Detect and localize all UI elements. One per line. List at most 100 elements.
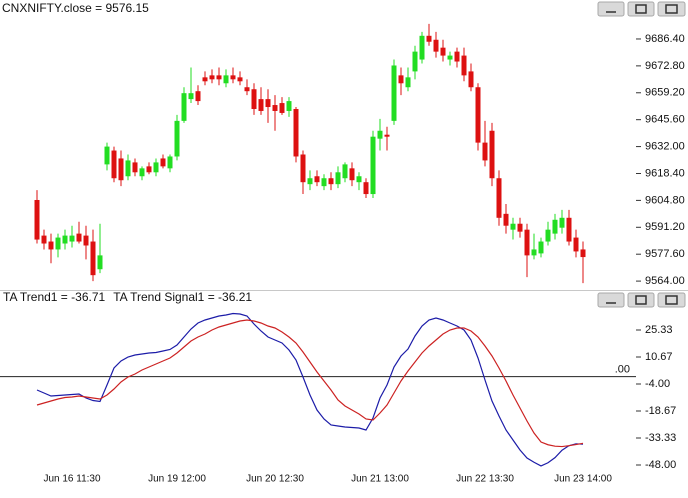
legend-entry: TA Trend1 = -36.71	[3, 290, 106, 304]
candle-body	[237, 77, 243, 82]
candle-body	[552, 219, 558, 234]
close-icon	[665, 295, 678, 305]
reference-label: .00	[615, 364, 630, 376]
candle-body	[272, 105, 278, 111]
candle-body	[524, 229, 530, 256]
minimize-button[interactable]	[597, 292, 625, 308]
candle-body	[153, 162, 159, 173]
candle-body	[377, 130, 383, 139]
candle-body	[111, 150, 117, 179]
candle-body	[90, 241, 96, 276]
candle-body	[384, 134, 390, 137]
candle-body	[97, 255, 103, 270]
x-tick-label: Jun 19 12:00	[148, 474, 206, 485]
y-tick-label: 9632.00	[645, 140, 685, 152]
candle-body	[202, 77, 208, 82]
candle-body	[160, 158, 166, 167]
candle-body	[76, 233, 82, 242]
candle-body	[125, 160, 131, 177]
candle-body	[216, 75, 222, 80]
candle-body	[335, 172, 341, 185]
candle-body	[461, 55, 467, 76]
y-tick-label: 9659.20	[645, 87, 685, 99]
y-tick-label: -33.33	[645, 432, 676, 444]
candle-body	[447, 55, 453, 60]
candle-body	[83, 235, 89, 246]
candle-body	[321, 178, 327, 187]
candle-body	[146, 166, 152, 173]
chart-title: CNXNIFTY.close = 9576.15	[2, 1, 149, 15]
candle-body	[286, 101, 292, 111]
candle-body	[300, 154, 306, 183]
candle-body	[440, 47, 446, 56]
candle-body	[482, 142, 488, 161]
candle-body	[34, 199, 40, 240]
candle-body	[62, 235, 68, 244]
candle-body	[489, 130, 495, 179]
candle-body	[104, 146, 110, 165]
candle-body	[566, 217, 572, 242]
candle-body	[118, 158, 124, 181]
candle-body	[55, 237, 61, 250]
candle-body	[265, 99, 271, 108]
x-tick-label: Jun 23 14:00	[554, 474, 612, 485]
y-tick-label: 9577.60	[645, 248, 685, 260]
y-tick-label: 9618.40	[645, 167, 685, 179]
candle-body	[41, 235, 47, 244]
candle-body	[230, 75, 236, 80]
candle-body	[279, 103, 285, 113]
candle-body	[167, 156, 173, 169]
candle-body	[356, 176, 362, 183]
y-tick-label: 9645.60	[645, 114, 685, 126]
candle-body	[454, 51, 460, 62]
candle-body	[531, 249, 537, 256]
candle-body	[209, 75, 215, 80]
restore-button[interactable]	[627, 1, 655, 17]
candle-body	[517, 223, 523, 232]
candle-body	[405, 77, 411, 88]
candle-body	[510, 223, 516, 230]
candle-body	[363, 182, 369, 195]
x-tick-label: Jun 20 12:30	[246, 474, 304, 485]
series-line	[36, 312, 584, 467]
candle-body	[48, 241, 54, 250]
y-tick-label: -48.00	[645, 459, 676, 471]
candle-body	[328, 178, 334, 185]
candle-body	[503, 213, 509, 226]
candle-body	[412, 51, 418, 72]
y-tick-label: 25.33	[645, 324, 673, 336]
candle-body	[244, 87, 250, 92]
restore-button[interactable]	[627, 292, 655, 308]
close-button[interactable]	[657, 292, 686, 308]
minimize-button[interactable]	[597, 1, 625, 17]
y-tick-label: 9604.80	[645, 194, 685, 206]
candle-body	[433, 39, 439, 52]
y-tick-label: 9672.80	[645, 60, 685, 72]
candle-body	[188, 93, 194, 100]
x-tick-label: Jun 22 13:30	[456, 474, 514, 485]
candle-body	[419, 35, 425, 60]
candle-body	[538, 241, 544, 254]
y-tick-label: 9564.00	[645, 275, 685, 287]
y-tick-label: 10.67	[645, 351, 673, 363]
legend-entry: TA Trend Signal1 = -36.21	[113, 290, 252, 304]
candle-body	[181, 93, 187, 121]
y-tick-label: -18.67	[645, 405, 676, 417]
candle-body	[349, 168, 355, 181]
candle-body	[342, 164, 348, 179]
candle-body	[475, 87, 481, 143]
x-tick-label: Jun 21 13:00	[351, 474, 409, 485]
candle-body	[293, 108, 299, 157]
close-button[interactable]	[657, 1, 686, 17]
candle-body	[251, 89, 257, 109]
candle-body	[132, 162, 138, 173]
candle-body	[174, 120, 180, 157]
x-tick-label: Jun 16 11:30	[43, 474, 101, 485]
candle-body	[69, 235, 75, 242]
candle-body	[545, 229, 551, 242]
candle-body	[398, 75, 404, 84]
window-buttons	[597, 292, 686, 308]
candle-body	[580, 249, 586, 258]
candle-body	[468, 71, 474, 88]
